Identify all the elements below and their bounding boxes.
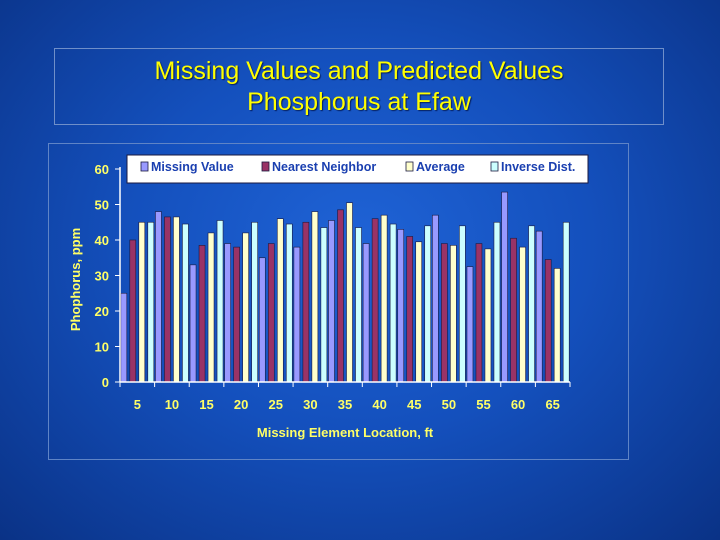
x-tick-label: 10 bbox=[165, 397, 179, 412]
x-tick-label: 30 bbox=[303, 397, 317, 412]
bar bbox=[276, 218, 284, 383]
bar bbox=[216, 220, 224, 383]
legend-label: Inverse Dist. bbox=[501, 160, 575, 174]
bar bbox=[355, 227, 362, 383]
legend-swatch bbox=[490, 161, 499, 172]
bars-layer bbox=[120, 191, 570, 383]
x-tick-label: 15 bbox=[199, 397, 213, 412]
bar bbox=[493, 221, 501, 383]
y-tick-label: 20 bbox=[95, 304, 109, 319]
bar bbox=[311, 211, 319, 383]
legend-label: Nearest Neighbor bbox=[272, 160, 376, 174]
bar bbox=[484, 248, 492, 383]
bar bbox=[285, 223, 293, 383]
x-tick-label: 50 bbox=[442, 397, 456, 412]
bar bbox=[320, 227, 328, 383]
x-tick-label: 60 bbox=[511, 397, 525, 412]
bar bbox=[424, 225, 432, 383]
bar bbox=[189, 264, 197, 383]
y-tick-label: 60 bbox=[95, 162, 109, 177]
y-tick-label: 40 bbox=[95, 233, 109, 248]
legend-swatch bbox=[405, 161, 414, 172]
axes-layer: 0 10 20 30 40 50 60 Phophorus, ppm 5 10 15 20 25 30 35… bbox=[68, 162, 571, 440]
x-tick-label: 55 bbox=[476, 397, 490, 412]
bar bbox=[544, 259, 552, 383]
bar bbox=[258, 257, 266, 383]
bar bbox=[182, 223, 189, 383]
bar bbox=[328, 220, 335, 383]
bar bbox=[510, 237, 517, 383]
bar bbox=[155, 211, 162, 383]
bar bbox=[147, 221, 155, 383]
bar bbox=[198, 245, 206, 383]
bar bbox=[362, 243, 370, 383]
bar bbox=[267, 243, 275, 383]
bar bbox=[242, 232, 249, 383]
bar bbox=[501, 191, 508, 383]
bar bbox=[466, 266, 474, 383]
bar bbox=[380, 214, 388, 383]
bar bbox=[138, 221, 146, 383]
bar bbox=[535, 230, 543, 383]
bar bbox=[233, 246, 240, 383]
x-tick-label: 20 bbox=[234, 397, 248, 412]
bar bbox=[129, 239, 137, 383]
y-tick-label: 50 bbox=[95, 198, 109, 213]
slide-title-line-1: Missing Values and Predicted Values bbox=[154, 56, 564, 85]
bar bbox=[224, 243, 231, 383]
bar bbox=[389, 223, 397, 383]
bar bbox=[207, 232, 215, 383]
chart-frame bbox=[48, 143, 629, 460]
y-axis-title: Phophorus, ppm bbox=[68, 228, 83, 331]
bar bbox=[120, 292, 128, 383]
bar bbox=[406, 236, 414, 383]
bar bbox=[528, 225, 535, 383]
bar bbox=[415, 241, 423, 383]
x-tick-label: 45 bbox=[407, 397, 421, 412]
bar bbox=[475, 243, 483, 383]
bar bbox=[450, 245, 457, 383]
x-tick-label: 40 bbox=[372, 397, 386, 412]
bar bbox=[519, 246, 526, 383]
bar bbox=[432, 214, 439, 383]
y-tick-label: 0 bbox=[102, 375, 109, 390]
bar bbox=[302, 221, 310, 383]
x-tick-label: 35 bbox=[338, 397, 352, 412]
x-tick-label: 65 bbox=[545, 397, 559, 412]
slide-title-line-2: Phosphorus at Efaw bbox=[247, 87, 471, 116]
legend-label: Missing Value bbox=[151, 160, 234, 174]
legend: Missing Value Nearest Neighbor Average Inve… bbox=[126, 154, 589, 184]
bar bbox=[441, 243, 448, 383]
bar bbox=[337, 209, 344, 383]
bar bbox=[459, 225, 466, 383]
bar bbox=[371, 218, 379, 383]
y-tick-label: 30 bbox=[95, 269, 109, 284]
legend-box bbox=[126, 154, 589, 184]
x-axis-title: Missing Element Location, ft bbox=[257, 425, 434, 440]
x-tick-label: 5 bbox=[134, 397, 141, 412]
bar bbox=[293, 246, 301, 383]
bar bbox=[173, 216, 180, 383]
legend-swatch bbox=[140, 161, 149, 172]
bar bbox=[251, 221, 258, 383]
bar bbox=[164, 216, 171, 383]
slide-title-box: Missing Values and Predicted Values Phos… bbox=[54, 48, 664, 125]
legend-label: Average bbox=[416, 160, 465, 174]
bar bbox=[397, 229, 405, 383]
x-tick-label: 25 bbox=[269, 397, 283, 412]
legend-swatch bbox=[261, 161, 270, 172]
y-tick-label: 10 bbox=[95, 340, 109, 355]
bar bbox=[553, 268, 561, 383]
bar bbox=[346, 202, 353, 383]
bar bbox=[562, 221, 570, 383]
